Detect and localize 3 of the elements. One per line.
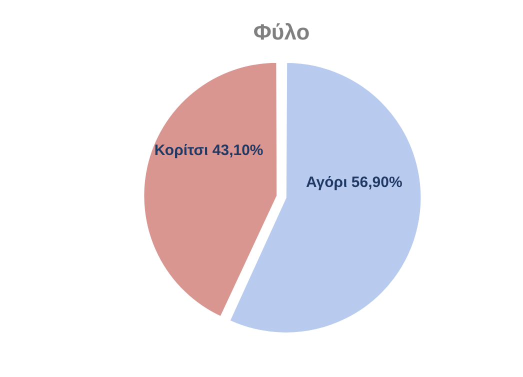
slice-label: Αγόρι 56,90% — [306, 174, 402, 191]
slice-label: Κορίτσι 43,10% — [154, 142, 264, 159]
chart-title: Φύλο — [253, 19, 310, 44]
